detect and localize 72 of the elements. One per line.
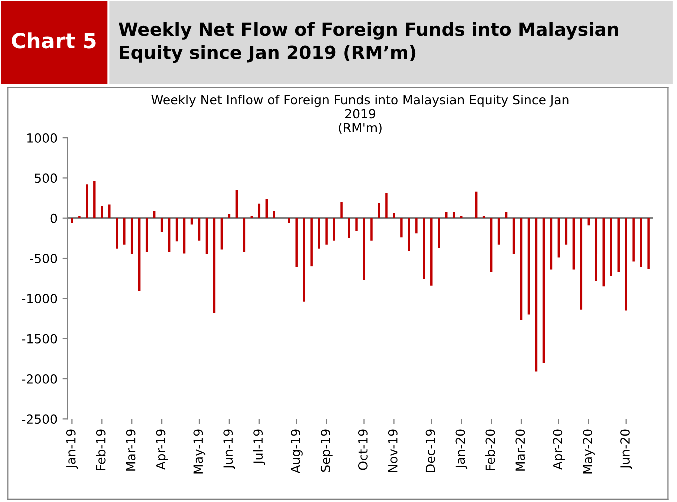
bar: [452, 212, 456, 218]
y-tick-label: 1000: [28, 134, 58, 143]
bar: [310, 218, 313, 267]
bar: [446, 212, 448, 218]
bar: [393, 214, 396, 218]
bar: [400, 218, 403, 238]
bar: [340, 202, 343, 218]
bar: [648, 218, 650, 269]
bar: [101, 206, 104, 218]
x-tick-label: May-20: [583, 430, 595, 474]
bar: [505, 212, 508, 218]
bar: [190, 218, 194, 225]
bar: [78, 216, 81, 218]
bar: [153, 211, 156, 218]
bar: [303, 218, 306, 302]
x-tick-label: Mar-20: [516, 430, 526, 471]
bar: [482, 216, 486, 218]
bar: [86, 184, 88, 218]
bar: [438, 218, 440, 248]
bar: [94, 181, 96, 218]
x-tick-label: Oct-19: [358, 430, 368, 470]
bar: [356, 218, 358, 232]
bar: [610, 218, 612, 276]
bar: [416, 218, 418, 234]
x-tick-label: Jan-20: [456, 430, 468, 470]
x-tick-label: Apr-20: [553, 430, 565, 470]
bar: [288, 218, 290, 224]
bar: [333, 218, 336, 241]
bar: [386, 193, 388, 218]
bar: [618, 218, 620, 272]
bar: [348, 218, 350, 238]
y-tick-label: -2000: [22, 374, 58, 384]
bar: [108, 204, 111, 218]
bar: [370, 218, 373, 241]
x-tick-label: Jun-20: [620, 430, 632, 470]
x-tick-label: Jun-19: [224, 430, 236, 470]
x-tick-label: Jul-19: [253, 430, 266, 466]
chart-subtitle: Weekly Net Inflow of Foreign Funds into Malaysian Equity Since Jan 2019 (RM'm): [152, 95, 569, 134]
y-tick-label: -500: [30, 254, 58, 264]
caption: Chart 5: [12, 32, 96, 49]
x-tick-label: Dec-19: [426, 430, 436, 472]
bar: [326, 218, 328, 245]
bar: [430, 218, 433, 286]
bar: [273, 211, 276, 218]
bar: [266, 199, 268, 218]
bar: [318, 218, 320, 249]
x-tick-label: Apr-19: [156, 430, 168, 470]
chart-title: Weekly Net Flow of Foreign Funds into Malaysian Equity since Jan 2019 (RM’m): [119, 22, 618, 64]
x-tick-label: Feb-20: [486, 430, 496, 470]
x-tick-label: Feb-19: [96, 430, 106, 470]
bar: [632, 218, 635, 262]
x-tick-label: Jan-19: [66, 430, 78, 470]
bar: [363, 218, 366, 280]
x-tick-label: Sep-19: [320, 430, 333, 472]
x-tick-label: May-19: [194, 430, 206, 474]
y-tick-label: -1500: [22, 334, 58, 344]
y-tick-label: 500: [35, 174, 58, 184]
y-tick-label: -1000: [22, 294, 58, 304]
bar: [460, 216, 463, 218]
x-tick-label: Aug-19: [291, 430, 303, 474]
bar: [296, 218, 298, 268]
y-tick-label: -2500: [22, 414, 58, 424]
bar: [71, 218, 74, 224]
y-tick-label: 0: [50, 214, 58, 224]
bar: [378, 203, 380, 218]
bar: [640, 218, 642, 268]
bar: [408, 218, 410, 252]
bar: [250, 216, 254, 218]
x-tick-label: Nov-19: [388, 430, 398, 472]
bar: [423, 218, 426, 280]
bar: [625, 218, 628, 311]
x-tick-label: Mar-19: [126, 430, 136, 471]
